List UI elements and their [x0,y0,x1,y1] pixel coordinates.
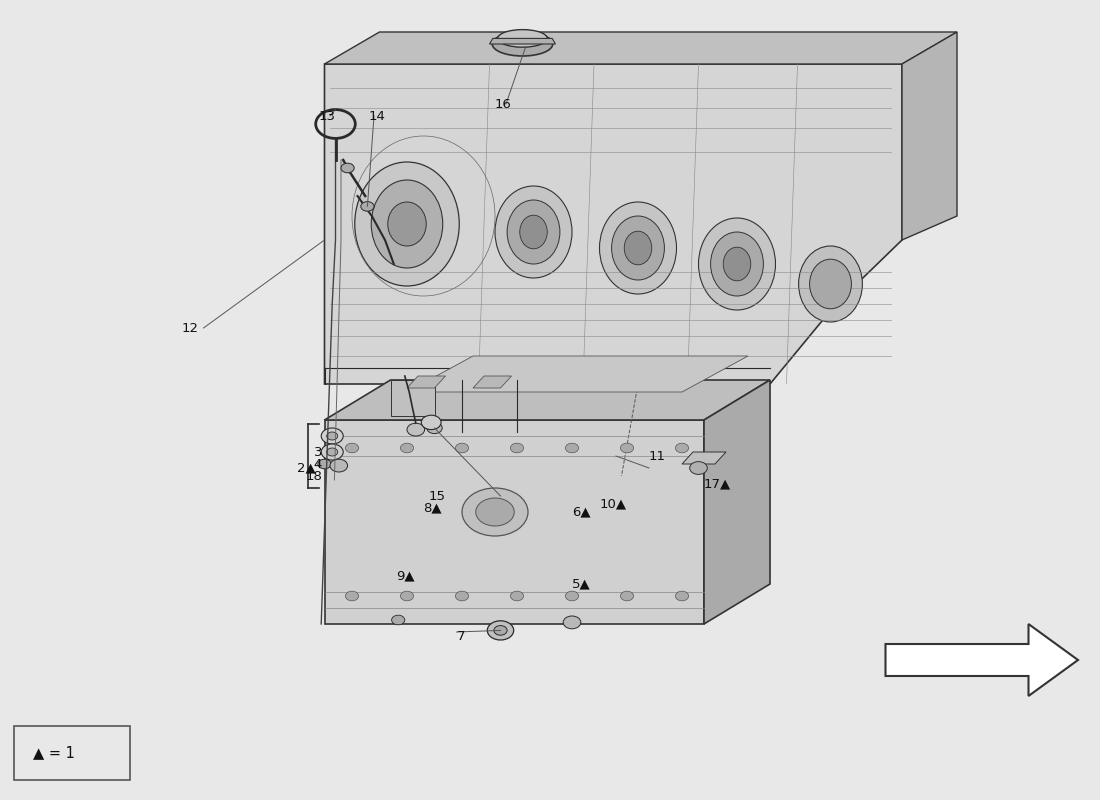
Polygon shape [704,380,770,624]
Circle shape [565,591,579,601]
Circle shape [345,591,359,601]
Circle shape [510,443,524,453]
Circle shape [675,443,689,453]
Text: 14: 14 [368,110,385,122]
Circle shape [510,591,524,601]
Text: 2▲: 2▲ [297,462,316,474]
Circle shape [321,428,343,444]
Text: 11: 11 [649,450,666,462]
Circle shape [341,163,354,173]
Circle shape [321,444,343,460]
Circle shape [400,443,414,453]
Ellipse shape [493,32,552,56]
Circle shape [620,591,634,601]
Circle shape [487,621,514,640]
Ellipse shape [698,218,776,310]
Text: 13: 13 [319,110,336,122]
Polygon shape [902,32,957,240]
Ellipse shape [462,488,528,536]
Text: 4: 4 [314,458,322,470]
Circle shape [327,448,338,456]
Ellipse shape [387,202,427,246]
Text: 3: 3 [314,446,322,458]
Circle shape [620,443,634,453]
Ellipse shape [495,186,572,278]
Ellipse shape [724,247,750,281]
Ellipse shape [497,30,548,47]
Circle shape [327,432,338,440]
Circle shape [455,591,469,601]
Circle shape [563,616,581,629]
Polygon shape [473,376,512,388]
Circle shape [565,443,579,453]
Ellipse shape [475,498,515,526]
Circle shape [318,459,331,469]
Ellipse shape [600,202,676,294]
Circle shape [330,459,348,472]
Circle shape [427,422,442,434]
Text: 18: 18 [306,470,322,482]
Ellipse shape [372,180,442,268]
Text: 12: 12 [182,322,198,334]
Ellipse shape [519,215,548,249]
FancyBboxPatch shape [14,726,130,780]
Circle shape [494,626,507,635]
Polygon shape [324,32,957,64]
Ellipse shape [625,231,651,265]
Polygon shape [886,624,1078,696]
Polygon shape [407,376,446,388]
Circle shape [675,591,689,601]
Polygon shape [324,64,902,384]
Polygon shape [324,380,770,420]
Circle shape [361,202,374,211]
Polygon shape [324,420,704,624]
Text: 7: 7 [456,630,465,642]
Text: 10▲: 10▲ [600,498,627,510]
Ellipse shape [354,162,460,286]
Circle shape [345,443,359,453]
Text: 17▲: 17▲ [704,478,732,490]
Text: 6▲: 6▲ [572,506,591,518]
Circle shape [421,415,441,430]
Text: ▲ = 1: ▲ = 1 [33,746,75,760]
Ellipse shape [711,232,763,296]
Ellipse shape [507,200,560,264]
Text: 9▲: 9▲ [396,570,415,582]
Text: 15: 15 [429,490,446,502]
Circle shape [455,443,469,453]
Circle shape [400,591,414,601]
Polygon shape [490,38,556,44]
Circle shape [690,462,707,474]
Polygon shape [407,356,748,392]
Ellipse shape [612,216,664,280]
Ellipse shape [799,246,862,322]
Text: 5▲: 5▲ [572,578,591,590]
Text: 8▲: 8▲ [424,502,442,514]
Polygon shape [682,452,726,464]
Text: 16: 16 [495,98,512,110]
Polygon shape [390,380,435,416]
Circle shape [407,423,425,436]
Ellipse shape [810,259,851,309]
Circle shape [392,615,405,625]
